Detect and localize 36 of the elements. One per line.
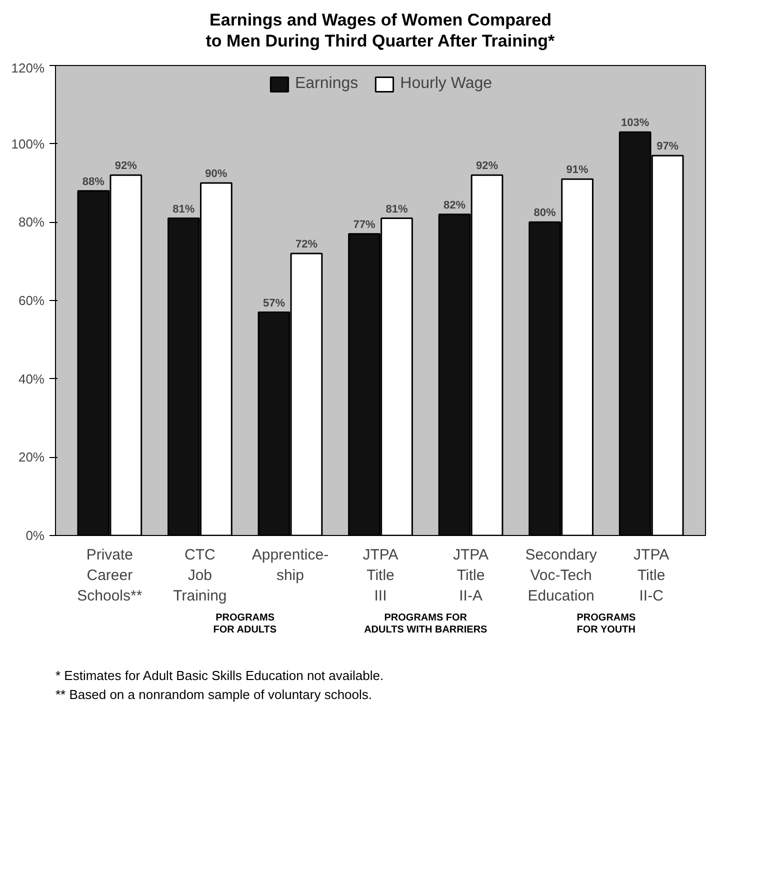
data-label: 80% <box>534 207 556 220</box>
data-label: 72% <box>295 238 318 250</box>
y-tick-label: 60% <box>18 293 45 308</box>
x-tick-label: CTC Job Training <box>173 546 227 604</box>
data-label: 92% <box>114 160 138 172</box>
text: ** Based on a nonrandom sample of voluntary schools. <box>56 686 372 702</box>
y-tick-label: 120% <box>11 60 45 76</box>
data-label: 77% <box>353 218 376 231</box>
x-tick-label: JTPA Title II-A <box>453 546 489 604</box>
x-tick-label: Apprentice- ship <box>252 546 329 584</box>
data-label: 81% <box>172 203 195 216</box>
legend-label: Hourly Wage <box>400 75 492 93</box>
data-label: 88% <box>82 176 105 188</box>
y-tick-label: 40% <box>18 371 45 386</box>
data-label: 81% <box>386 203 408 216</box>
data-label: 97% <box>656 140 679 153</box>
x-tick-label: Private Career Schools** <box>77 546 142 604</box>
data-label: 82% <box>444 199 466 212</box>
text: PROGRAMS FOR ADULTS <box>213 612 277 636</box>
data-label: 91% <box>566 164 589 176</box>
y-tick-label: 80% <box>18 214 45 230</box>
y-tick-label: 100% <box>11 136 45 152</box>
x-tick-label: Secondary Voc-Tech Education <box>525 546 598 604</box>
data-label: 92% <box>476 160 498 172</box>
x-tick-label: JTPA Title III <box>362 546 398 604</box>
legend-label: Earnings <box>294 75 358 93</box>
text: PROGRAMS FOR ADULTS WITH BARRIERS <box>364 612 488 636</box>
y-tick-label: 20% <box>18 450 45 465</box>
text: * Estimates for Adult Basic Skills Education not available. <box>56 668 384 684</box>
text: PROGRAMS FOR YOUTH <box>576 612 636 636</box>
data-label: 57% <box>262 297 286 310</box>
data-label: 90% <box>205 168 228 180</box>
data-label: 103% <box>621 117 650 130</box>
y-tick-label: 0% <box>26 528 45 543</box>
chart-title: Earnings and Wages of Women Compared to Men During Third Quarter After Training* <box>206 10 555 50</box>
x-tick-label: JTPA Title II-C <box>634 546 670 604</box>
